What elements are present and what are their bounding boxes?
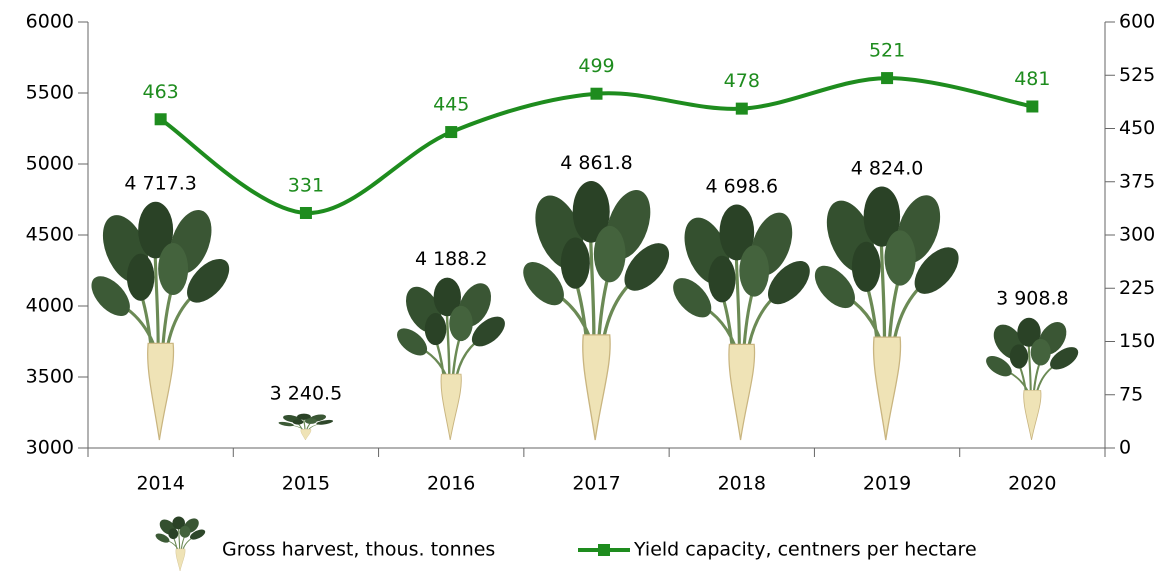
x-tick-label: 2014: [136, 473, 184, 495]
bar-value-label: 3 240.5: [270, 382, 343, 404]
bar-value-label: 4 717.3: [124, 173, 197, 195]
y2-tick-label: 300: [1119, 224, 1155, 246]
line-marker: [881, 72, 894, 85]
y2-tick-label: 150: [1119, 330, 1155, 352]
legend: Gross harvest, thous. tonnes Yield capac…: [152, 515, 977, 572]
bar-icon: [390, 276, 513, 442]
y2-tick-label: 0: [1119, 437, 1131, 459]
bar-icon: [805, 184, 969, 442]
bar: [664, 202, 820, 442]
bar-icon: [664, 202, 820, 442]
legend-marker: [598, 544, 610, 556]
bar-value-label: 4 188.2: [415, 248, 488, 270]
bar-icon: [82, 200, 239, 442]
bar-icon: [513, 179, 680, 442]
line-marker: [735, 102, 748, 115]
line-marker: [445, 126, 458, 139]
x-tick-label: 2018: [718, 473, 766, 495]
bar-value-label: 4 861.8: [560, 152, 633, 174]
line-value-label: 478: [724, 70, 760, 92]
y-tick-label: 5500: [26, 82, 74, 104]
x-tick-label: 2019: [863, 473, 911, 495]
line-marker: [299, 206, 312, 219]
y2-tick-label: 600: [1119, 11, 1155, 33]
line-marker: [590, 87, 603, 100]
x-tick-label: 2016: [427, 473, 475, 495]
y-tick-label: 5000: [26, 153, 74, 175]
y2-tick-label: 225: [1119, 277, 1155, 299]
bar-value-label: 4 824.0: [851, 157, 924, 179]
legend-label: Gross harvest, thous. tonnes: [222, 539, 495, 561]
y-tick-label: 3500: [26, 366, 74, 388]
y2-tick-label: 75: [1119, 383, 1143, 405]
bar: [513, 179, 680, 442]
bar: [390, 276, 513, 442]
bar-icon: [275, 412, 337, 441]
y-tick-label: 4000: [26, 295, 74, 317]
x-tick-label: 2015: [282, 473, 330, 495]
y-tick-label: 4500: [26, 224, 74, 246]
bar-value-label: 4 698.6: [706, 175, 779, 197]
bar-icon: [980, 316, 1085, 442]
legend-bar-icon: [152, 515, 209, 572]
bar-value-label: 3 908.8: [996, 287, 1069, 309]
line-marker: [1026, 100, 1039, 113]
legend-label: Yield capacity, centners per hectare: [633, 539, 977, 561]
y-tick-label: 6000: [26, 11, 74, 33]
line-value-label: 481: [1014, 68, 1050, 90]
bar: [82, 200, 239, 442]
line-value-label: 445: [433, 94, 469, 116]
y2-tick-label: 450: [1119, 117, 1155, 139]
y2-tick-label: 525: [1119, 64, 1155, 86]
line-value-label: 499: [578, 55, 614, 77]
y2-tick-label: 375: [1119, 170, 1155, 192]
bar: [805, 184, 969, 442]
bar: [275, 412, 337, 441]
line-value-label: 331: [288, 174, 324, 196]
x-tick-label: 2020: [1008, 473, 1056, 495]
bar: [980, 316, 1085, 442]
x-tick-label: 2017: [572, 473, 620, 495]
line-value-label: 463: [143, 81, 179, 103]
line-value-label: 521: [869, 40, 905, 62]
line-marker: [154, 113, 167, 126]
y-tick-label: 3000: [26, 437, 74, 459]
